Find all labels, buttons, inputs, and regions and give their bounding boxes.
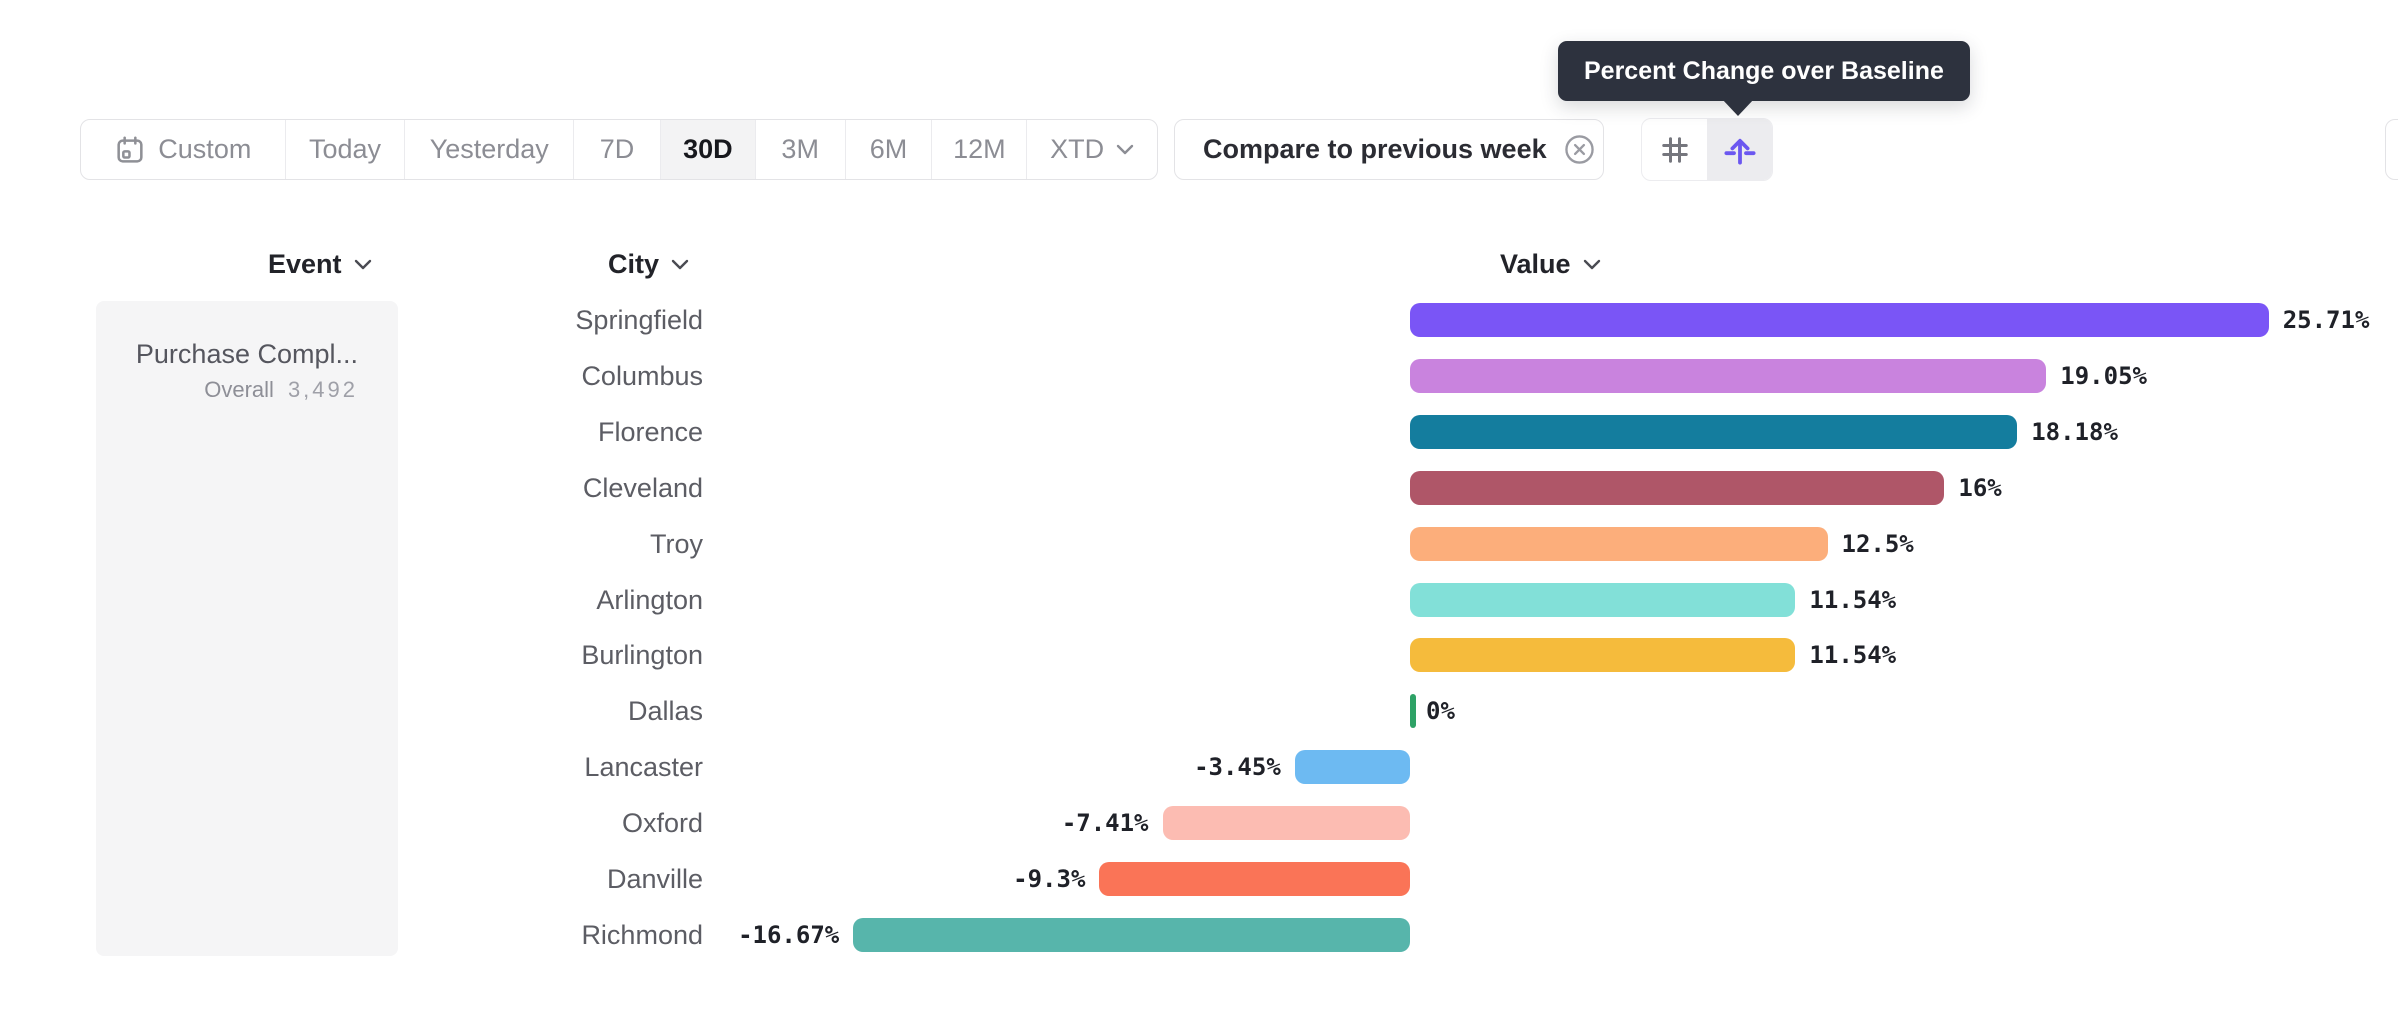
range-button-xtd[interactable]: XTD [1027, 120, 1157, 179]
bar-value-lancaster: -3.45% [1194, 753, 1281, 782]
bar-value-dallas: 0% [1426, 697, 1455, 726]
event-overall-row: Overall 3,492 [204, 377, 358, 403]
range-button-7d[interactable]: 7D [574, 120, 661, 179]
chevron-down-icon [671, 259, 689, 269]
city-label-danville[interactable]: Danville [606, 864, 703, 894]
range-button-custom[interactable]: Custom [81, 120, 286, 179]
bar-value-cleveland: 16% [1958, 473, 2002, 502]
range-button-label: Yesterday [429, 134, 549, 164]
overall-label: Overall [204, 377, 274, 402]
column-header-event-label: Event [268, 248, 342, 279]
city-label-florence[interactable]: Florence [597, 416, 703, 447]
bar-value-troy: 12.5% [1841, 529, 1914, 558]
bar-troy[interactable] [1410, 526, 1828, 561]
city-label-cleveland[interactable]: Cleveland [582, 472, 703, 503]
bar-oxford[interactable] [1162, 806, 1410, 841]
cutoff-button-fragment [2385, 119, 2398, 180]
calendar-icon [117, 135, 143, 163]
range-button-today[interactable]: Today [286, 120, 406, 179]
city-label-springfield[interactable]: Springfield [575, 305, 703, 335]
compare-chip-label: Compare to previous week [1203, 134, 1547, 164]
column-header-value[interactable]: Value [1500, 247, 1601, 281]
column-header-city[interactable]: City [608, 247, 689, 281]
bar-value-arlington: 11.54% [1809, 585, 1897, 614]
bar-richmond[interactable] [853, 917, 1410, 952]
event-panel[interactable]: Purchase Compl... Overall 3,492 [96, 301, 398, 956]
tooltip: Percent Change over Baseline [1558, 41, 1970, 116]
column-header-city-label: City [608, 248, 660, 279]
tooltip-caret [1722, 99, 1754, 116]
grid-hash-icon[interactable] [1642, 119, 1707, 180]
bar-springfield[interactable] [1410, 303, 2269, 337]
city-label-oxford[interactable]: Oxford [621, 808, 703, 839]
city-label-columbus[interactable]: Columbus [581, 360, 703, 391]
bar-value-richmond: -16.67% [738, 920, 840, 949]
city-label-arlington[interactable]: Arlington [596, 584, 703, 615]
circle-x-icon[interactable] [1563, 133, 1596, 166]
range-button-30d[interactable]: 30D [660, 120, 756, 179]
overall-value: 3,492 [287, 377, 358, 402]
range-button-6m[interactable]: 6M [846, 120, 933, 179]
chevron-down-icon [354, 259, 371, 269]
compare-chip[interactable]: Compare to previous week [1174, 119, 1604, 180]
column-header-event[interactable]: Event [268, 247, 372, 281]
city-label-richmond[interactable]: Richmond [581, 919, 703, 950]
bar-value-danville: -9.3% [1013, 865, 1086, 893]
range-button-yesterday[interactable]: Yesterday [405, 120, 575, 179]
bar-value-columbus: 19.05% [2060, 361, 2147, 390]
event-name: Purchase Compl... [135, 339, 358, 369]
range-button-label: 7D [599, 134, 635, 164]
bar-dallas[interactable] [1410, 694, 1416, 729]
bar-lancaster[interactable] [1294, 750, 1410, 785]
date-range-control: Custom Today Yesterday 7D 30D 3M 6M 12M XTD [80, 119, 1158, 180]
range-button-3m[interactable]: 3M [756, 120, 846, 179]
range-button-label: 12M [953, 134, 1006, 164]
bar-florence[interactable] [1410, 414, 2018, 449]
bar-value-springfield: 25.71% [2282, 306, 2370, 334]
chevron-down-icon [1583, 259, 1600, 269]
range-button-label: Today [308, 134, 382, 164]
chevron-down-icon [1116, 144, 1134, 155]
view-mode-toggle [1641, 118, 1773, 181]
bar-cleveland[interactable] [1410, 470, 1945, 505]
city-label-lancaster[interactable]: Lancaster [584, 752, 703, 783]
city-label-troy[interactable]: Troy [650, 528, 703, 559]
range-button-label: 3M [781, 134, 819, 164]
bar-columbus[interactable] [1410, 358, 2047, 393]
bar-value-burlington: 11.54% [1809, 641, 1897, 670]
range-button-label: XTD [1050, 134, 1105, 164]
bar-burlington[interactable] [1410, 638, 1796, 673]
range-button-label: 6M [869, 134, 908, 164]
column-header-value-label: Value [1500, 248, 1571, 279]
range-button-12m[interactable]: 12M [932, 120, 1028, 179]
tooltip-text: Percent Change over Baseline [1584, 56, 1944, 85]
bar-arlington[interactable] [1410, 582, 1796, 617]
city-label-burlington[interactable]: Burlington [581, 640, 703, 671]
range-button-label: 30D [683, 134, 733, 164]
bar-value-florence: 18.18% [2031, 417, 2118, 446]
city-label-dallas[interactable]: Dallas [627, 696, 703, 727]
range-button-label: Custom [158, 134, 252, 164]
bar-value-oxford: -7.41% [1061, 809, 1149, 838]
bar-danville[interactable] [1099, 862, 1410, 896]
percent-change-icon[interactable] [1707, 119, 1772, 180]
